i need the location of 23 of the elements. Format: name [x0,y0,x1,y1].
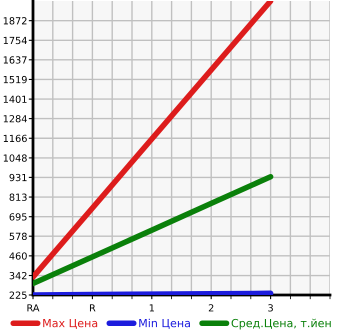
y-tick-label: 1166 [4,134,27,142]
x-tick-label: 1 [150,304,154,312]
y-tick-label: 578 [10,232,27,240]
y-tick-label: 931 [10,174,27,182]
y-tick-label: 1048 [4,154,27,162]
y-tick-label: 342 [10,272,26,280]
y-tick-label: 1284 [4,115,27,122]
y-tick-label: 1637 [4,56,27,64]
y-tick-label: 460 [9,252,27,260]
legend-label: Max Цена [43,319,98,329]
x-tick-label: 2 [208,304,214,312]
y-tick-label: 1872 [4,17,26,24]
x-tick-label: 3 [268,304,273,312]
y-tick-label: 1401 [4,96,27,103]
y-tick-label: 695 [10,213,27,221]
x-tick-label: R [90,304,96,312]
legend-label: Min Цена [139,318,190,329]
y-tick-label: 1519 [4,76,27,84]
y-tick-label: 1754 [4,36,27,44]
y-tick-label: 813 [10,194,27,201]
x-tick-label: RA [27,304,40,312]
y-tick-label: 225 [10,291,27,299]
legend-label: Сред.Цена, т.йен [232,318,331,330]
